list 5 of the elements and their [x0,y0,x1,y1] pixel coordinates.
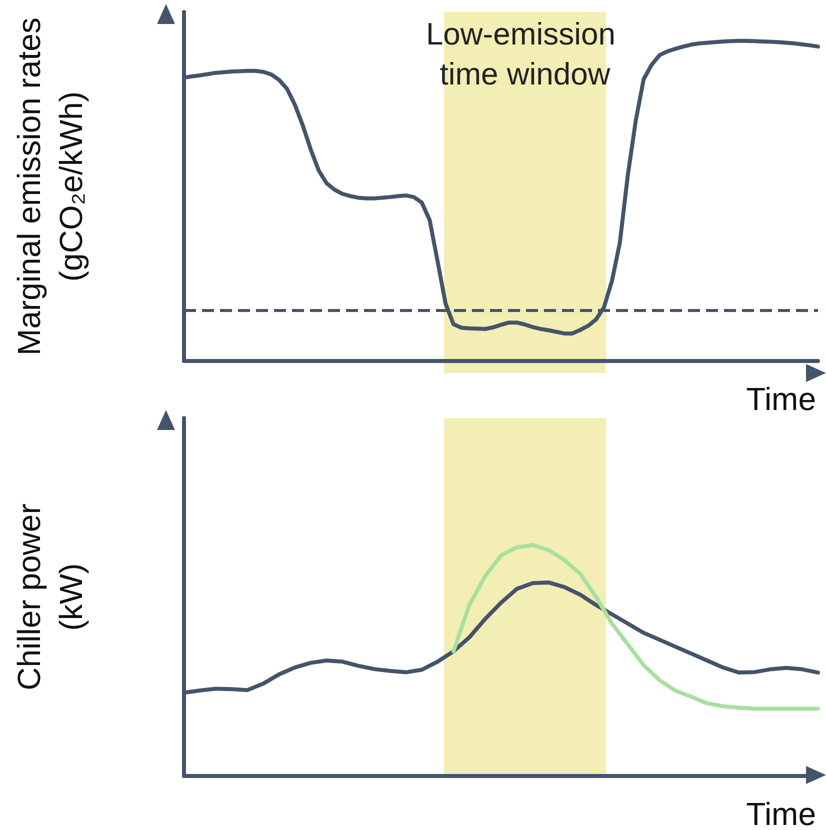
y-axis-title: Chiller power (kW) [11,503,89,690]
x-axis-title: Time [746,796,816,830]
y-axis-title: Marginal emission rates (gCO₂e/kWh) [11,18,89,356]
x-axis-title: Time [746,381,816,417]
annotation: Low-emission time window [426,16,624,92]
